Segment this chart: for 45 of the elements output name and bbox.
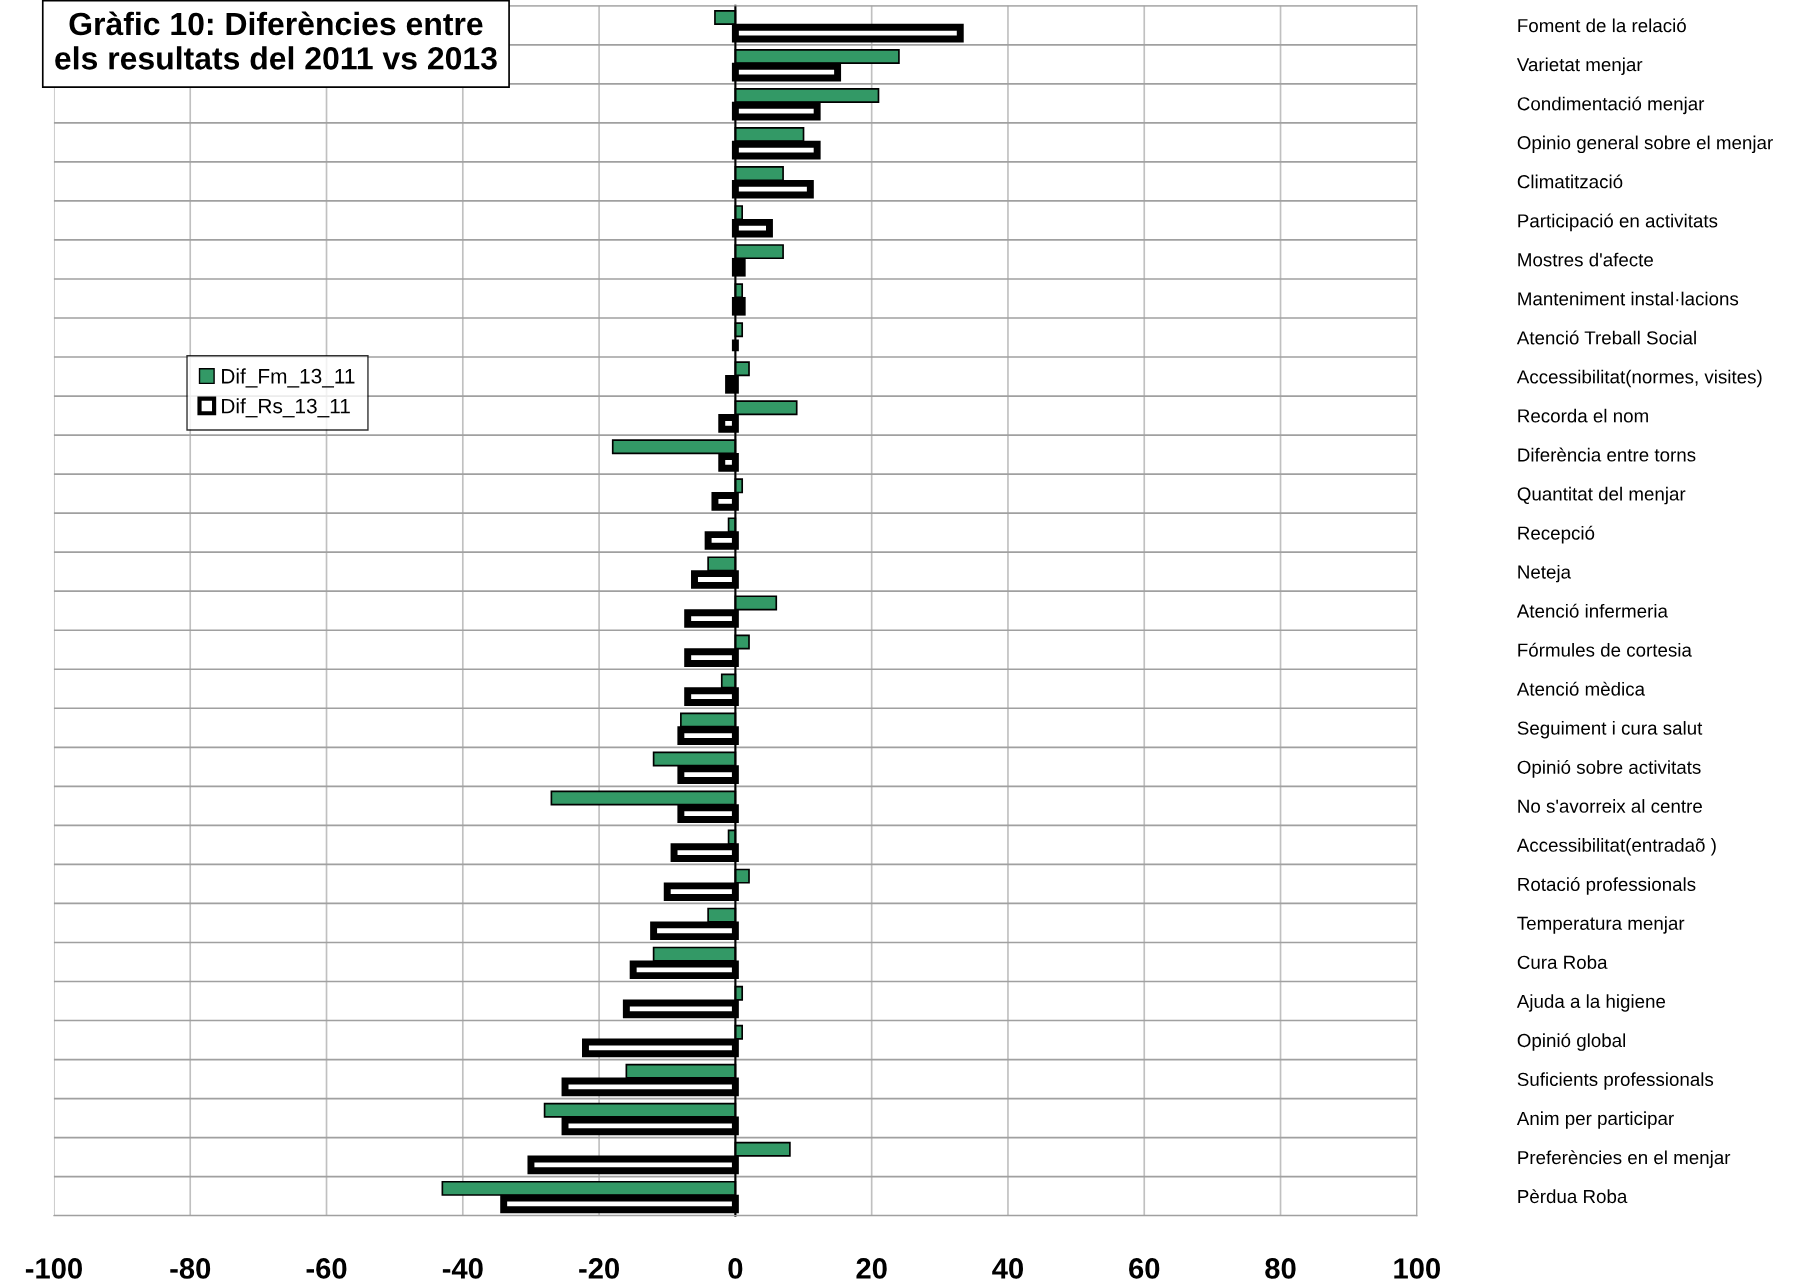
x-tick-label: -60	[306, 1258, 347, 1279]
y-tick-label: Foment de la relació	[1518, 18, 1686, 33]
x-tick-label: 20	[856, 1258, 887, 1279]
y-tick-label: Accessibilitat(entradaõ )	[1516, 838, 1716, 856]
y-tick-label: Condimentació menjar	[1517, 96, 1705, 115]
y-tick-label: Pèrdua Roba	[1518, 1189, 1628, 1204]
legend-label: Dif_Rs_13_11	[222, 398, 350, 418]
y-tick-label: Atenció infermeria	[1516, 603, 1668, 618]
y-tick-label: Atenció mèdica	[1516, 681, 1646, 696]
y-tick-label: Climatització	[1517, 174, 1623, 189]
y-tick-label: Recorda el nom	[1518, 408, 1648, 423]
y-tick-label: Opinió global	[1517, 1033, 1626, 1051]
y-tick-label: Varietat menjar	[1516, 57, 1643, 75]
y-tick-label: Seguiment i cura salut	[1517, 721, 1703, 739]
x-tick-label: -100	[25, 1258, 82, 1279]
y-tick-label: Anim per participar	[1516, 1111, 1674, 1129]
y-tick-label: Mostres d'afecte	[1518, 252, 1653, 267]
x-tick-label: 80	[1265, 1258, 1296, 1279]
x-tick-label: -40	[442, 1258, 483, 1279]
y-tick-label: Opinió sobre activitats	[1517, 759, 1701, 778]
y-tick-label: Rotació professionals	[1518, 877, 1696, 895]
legend-label: Dif_Fm_13_11	[222, 368, 355, 388]
y-tick-label: Manteniment instal·lacions	[1518, 291, 1739, 306]
x-tick-label: -80	[170, 1258, 211, 1279]
y-tick-label: Quantitat del menjar	[1517, 486, 1686, 505]
x-tick-label: 100	[1394, 1258, 1440, 1279]
x-tick-label: 60	[1129, 1258, 1160, 1279]
y-tick-label: Atenció Treball Social	[1516, 330, 1696, 345]
y-tick-label: Fórmules de cortesia	[1518, 642, 1692, 657]
x-tick-label: 40	[992, 1258, 1023, 1279]
text: Gràfic 10: Diferències entre els resultats del 2011 vs 2013	[55, 11, 497, 70]
y-tick-label: Neteja	[1518, 564, 1572, 583]
y-tick-label: No s'avorreix al centre	[1518, 799, 1702, 813]
y-tick-label: Cura Roba	[1517, 955, 1608, 969]
y-tick-label: Ajuda a la higiene	[1516, 994, 1666, 1012]
y-tick-label: Preferències en el menjar	[1518, 1150, 1731, 1168]
x-tick-label: -20	[579, 1258, 619, 1279]
y-tick-label: Diferència entre torns	[1518, 447, 1696, 462]
y-tick-label: Opinio general sobre el menjar	[1517, 135, 1773, 154]
y-tick-label: Accessibilitat(normes, visites)	[1516, 369, 1762, 388]
x-tick-label: 0	[728, 1258, 743, 1279]
y-tick-label: Temperatura menjar	[1517, 916, 1685, 934]
y-tick-label: Suficients professionals	[1517, 1072, 1714, 1090]
y-tick-label: Recepció	[1518, 525, 1595, 544]
y-tick-label: Participació en activitats	[1518, 213, 1718, 232]
